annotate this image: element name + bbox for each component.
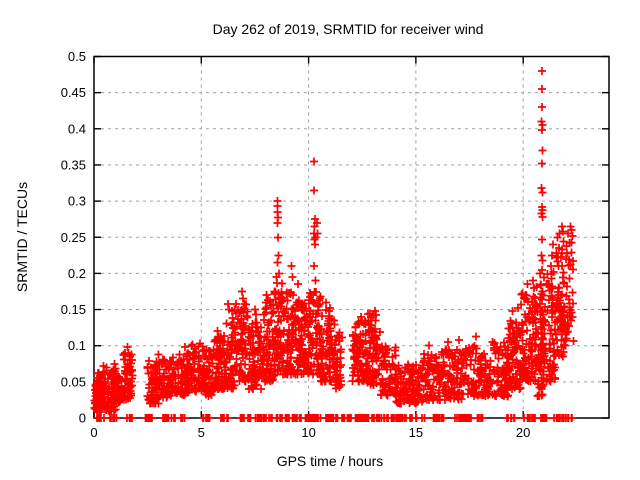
- x-tick-label: 0: [90, 425, 97, 440]
- x-axis-label: GPS time / hours: [277, 453, 384, 469]
- scatter-points: [90, 67, 578, 422]
- data-points: [90, 67, 578, 422]
- chart-title: Day 262 of 2019, SRMTID for receiver win…: [213, 21, 484, 37]
- x-tick-label: 15: [409, 425, 423, 440]
- x-tick-label: 5: [198, 425, 205, 440]
- x-tick-label: 10: [301, 425, 315, 440]
- y-tick-label: 0.35: [61, 157, 86, 172]
- y-tick-label: 0.5: [68, 49, 86, 64]
- tick-labels: 0 5 10 15 20 0 0.05 0.1 0.15 0.2 0.25 0.3 0.35 0.4 0.4…: [61, 49, 531, 440]
- y-tick-label: 0.1: [68, 338, 86, 353]
- y-tick-label: 0.25: [61, 230, 86, 245]
- y-tick-label: 0.2: [68, 266, 86, 281]
- y-axis-label: SRMTID / TECUs: [14, 182, 30, 292]
- axis-ticks: [93, 55, 609, 419]
- y-tick-label: 0.05: [61, 374, 86, 389]
- y-tick-label: 0.15: [61, 302, 86, 317]
- x-tick-label: 20: [516, 425, 530, 440]
- y-tick-label: 0.45: [61, 85, 86, 100]
- y-tick-label: 0.4: [68, 121, 86, 136]
- y-tick-label: 0.3: [68, 194, 86, 209]
- y-tick-label: 0: [79, 411, 86, 426]
